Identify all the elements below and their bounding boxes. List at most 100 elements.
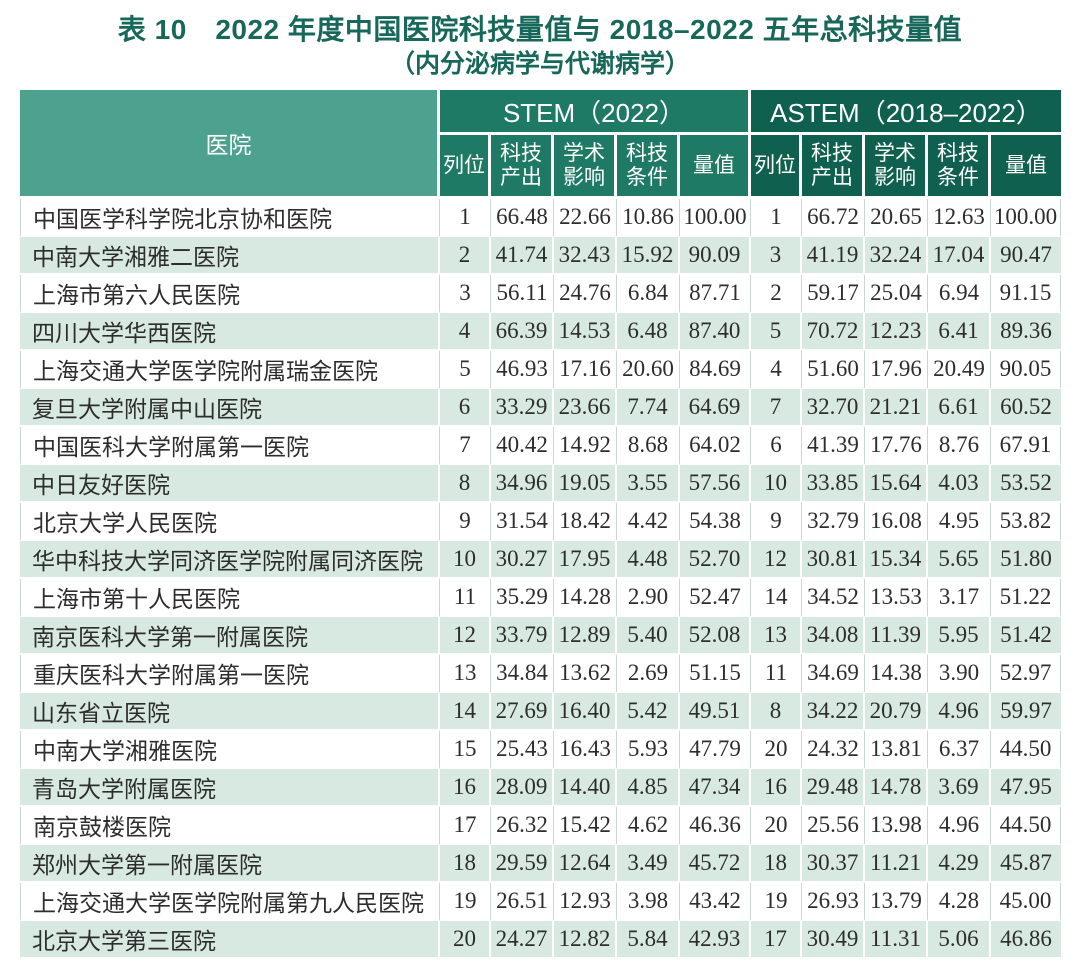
stem-group-header: STEM（2022） — [440, 90, 751, 135]
value-cell: 14.38 — [865, 655, 928, 693]
hospital-name-cell: 中日友好医院 — [20, 465, 440, 503]
value-cell: 1 — [440, 199, 491, 237]
table-row: 中国医科大学附属第一医院 7 40.42 14.92 8.68 64.02 6 41.39 17… — [20, 427, 1061, 465]
value-cell: 4.42 — [617, 503, 680, 541]
value-cell: 4.85 — [617, 769, 680, 807]
value-cell: 4.96 — [928, 693, 991, 731]
value-cell: 20.65 — [865, 199, 928, 237]
value-cell: 90.09 — [680, 237, 751, 275]
value-cell: 20.60 — [617, 351, 680, 389]
value-cell: 35.29 — [491, 579, 554, 617]
value-cell: 24.27 — [491, 921, 554, 959]
value-cell: 3.90 — [928, 655, 991, 693]
value-cell: 13 — [751, 617, 802, 655]
astem-subheader-1: 科技产出 — [802, 135, 865, 199]
value-cell: 66.72 — [802, 199, 865, 237]
value-cell: 15 — [440, 731, 491, 769]
stem-subheader-4: 量值 — [680, 135, 751, 199]
hospital-name-cell: 上海市第十人民医院 — [20, 579, 440, 617]
value-cell: 18.42 — [554, 503, 617, 541]
value-cell: 10 — [440, 541, 491, 579]
value-cell: 5 — [751, 313, 802, 351]
value-cell: 4.03 — [928, 465, 991, 503]
value-cell: 17.96 — [865, 351, 928, 389]
value-cell: 7 — [440, 427, 491, 465]
value-cell: 45.72 — [680, 845, 751, 883]
value-cell: 14.53 — [554, 313, 617, 351]
table-header: 医院 STEM（2022） ASTEM（2018–2022） 列位 科技产出 学术影… — [20, 90, 1061, 199]
value-cell: 21.21 — [865, 389, 928, 427]
value-cell: 44.50 — [991, 731, 1061, 769]
value-cell: 10.86 — [617, 199, 680, 237]
value-cell: 13.79 — [865, 883, 928, 921]
value-cell: 19 — [440, 883, 491, 921]
value-cell: 43.42 — [680, 883, 751, 921]
value-cell: 33.85 — [802, 465, 865, 503]
stem-subheader-1: 科技产出 — [491, 135, 554, 199]
value-cell: 34.52 — [802, 579, 865, 617]
table-row: 华中科技大学同济医学院附属同济医院 10 30.27 17.95 4.48 52.70 12… — [20, 541, 1061, 579]
value-cell: 30.81 — [802, 541, 865, 579]
value-cell: 26.32 — [491, 807, 554, 845]
hospital-name-cell: 青岛大学附属医院 — [20, 769, 440, 807]
value-cell: 66.48 — [491, 199, 554, 237]
hospital-name-cell: 华中科技大学同济医学院附属同济医院 — [20, 541, 440, 579]
value-cell: 14.28 — [554, 579, 617, 617]
value-cell: 26.93 — [802, 883, 865, 921]
value-cell: 4.28 — [928, 883, 991, 921]
value-cell: 5.42 — [617, 693, 680, 731]
value-cell: 49.51 — [680, 693, 751, 731]
value-cell: 67.91 — [991, 427, 1061, 465]
value-cell: 11 — [440, 579, 491, 617]
astem-subheader-3: 科技条件 — [928, 135, 991, 199]
value-cell: 4.29 — [928, 845, 991, 883]
value-cell: 5 — [440, 351, 491, 389]
hospital-name-cell: 北京大学第三医院 — [20, 921, 440, 959]
value-cell: 12.93 — [554, 883, 617, 921]
value-cell: 23.66 — [554, 389, 617, 427]
value-cell: 26.51 — [491, 883, 554, 921]
stem-subheader-0: 列位 — [440, 135, 491, 199]
value-cell: 17 — [751, 921, 802, 959]
value-cell: 2 — [440, 237, 491, 275]
value-cell: 84.69 — [680, 351, 751, 389]
value-cell: 29.48 — [802, 769, 865, 807]
table-body: 中国医学科学院北京协和医院 1 66.48 22.66 10.86 100.00 1 66.7… — [20, 199, 1061, 959]
table-row: 南京鼓楼医院 17 26.32 15.42 4.62 46.36 20 25.56 13.98 4… — [20, 807, 1061, 845]
value-cell: 14.92 — [554, 427, 617, 465]
value-cell: 3.98 — [617, 883, 680, 921]
value-cell: 90.05 — [991, 351, 1061, 389]
value-cell: 41.74 — [491, 237, 554, 275]
value-cell: 12.63 — [928, 199, 991, 237]
table-row: 中南大学湘雅医院 15 25.43 16.43 5.93 47.79 20 24.32 13.8… — [20, 731, 1061, 769]
astem-subheader-0: 列位 — [751, 135, 802, 199]
value-cell: 8 — [751, 693, 802, 731]
hospital-stem-table: 医院 STEM（2022） ASTEM（2018–2022） 列位 科技产出 学术影… — [20, 90, 1061, 959]
value-cell: 34.96 — [491, 465, 554, 503]
value-cell: 6.94 — [928, 275, 991, 313]
value-cell: 41.39 — [802, 427, 865, 465]
value-cell: 13.62 — [554, 655, 617, 693]
value-cell: 4 — [751, 351, 802, 389]
value-cell: 47.95 — [991, 769, 1061, 807]
value-cell: 13.98 — [865, 807, 928, 845]
value-cell: 5.65 — [928, 541, 991, 579]
value-cell: 19 — [751, 883, 802, 921]
value-cell: 53.52 — [991, 465, 1061, 503]
table-title-line1: 表 10 2022 年度中国医院科技量值与 2018–2022 五年总科技量值 — [117, 14, 963, 45]
value-cell: 6.84 — [617, 275, 680, 313]
value-cell: 15.34 — [865, 541, 928, 579]
value-cell: 51.22 — [991, 579, 1061, 617]
value-cell: 11.31 — [865, 921, 928, 959]
table-row: 重庆医科大学附属第一医院 13 34.84 13.62 2.69 51.15 11 34.69… — [20, 655, 1061, 693]
value-cell: 47.79 — [680, 731, 751, 769]
value-cell: 14 — [440, 693, 491, 731]
table-row: 北京大学第三医院 20 24.27 12.82 5.84 42.93 17 30.49 11.3… — [20, 921, 1061, 959]
hospital-name-cell: 山东省立医院 — [20, 693, 440, 731]
value-cell: 16 — [751, 769, 802, 807]
value-cell: 44.50 — [991, 807, 1061, 845]
value-cell: 13 — [440, 655, 491, 693]
value-cell: 32.43 — [554, 237, 617, 275]
table-row: 北京大学人民医院 9 31.54 18.42 4.42 54.38 9 32.79 16.08 4… — [20, 503, 1061, 541]
value-cell: 3 — [440, 275, 491, 313]
